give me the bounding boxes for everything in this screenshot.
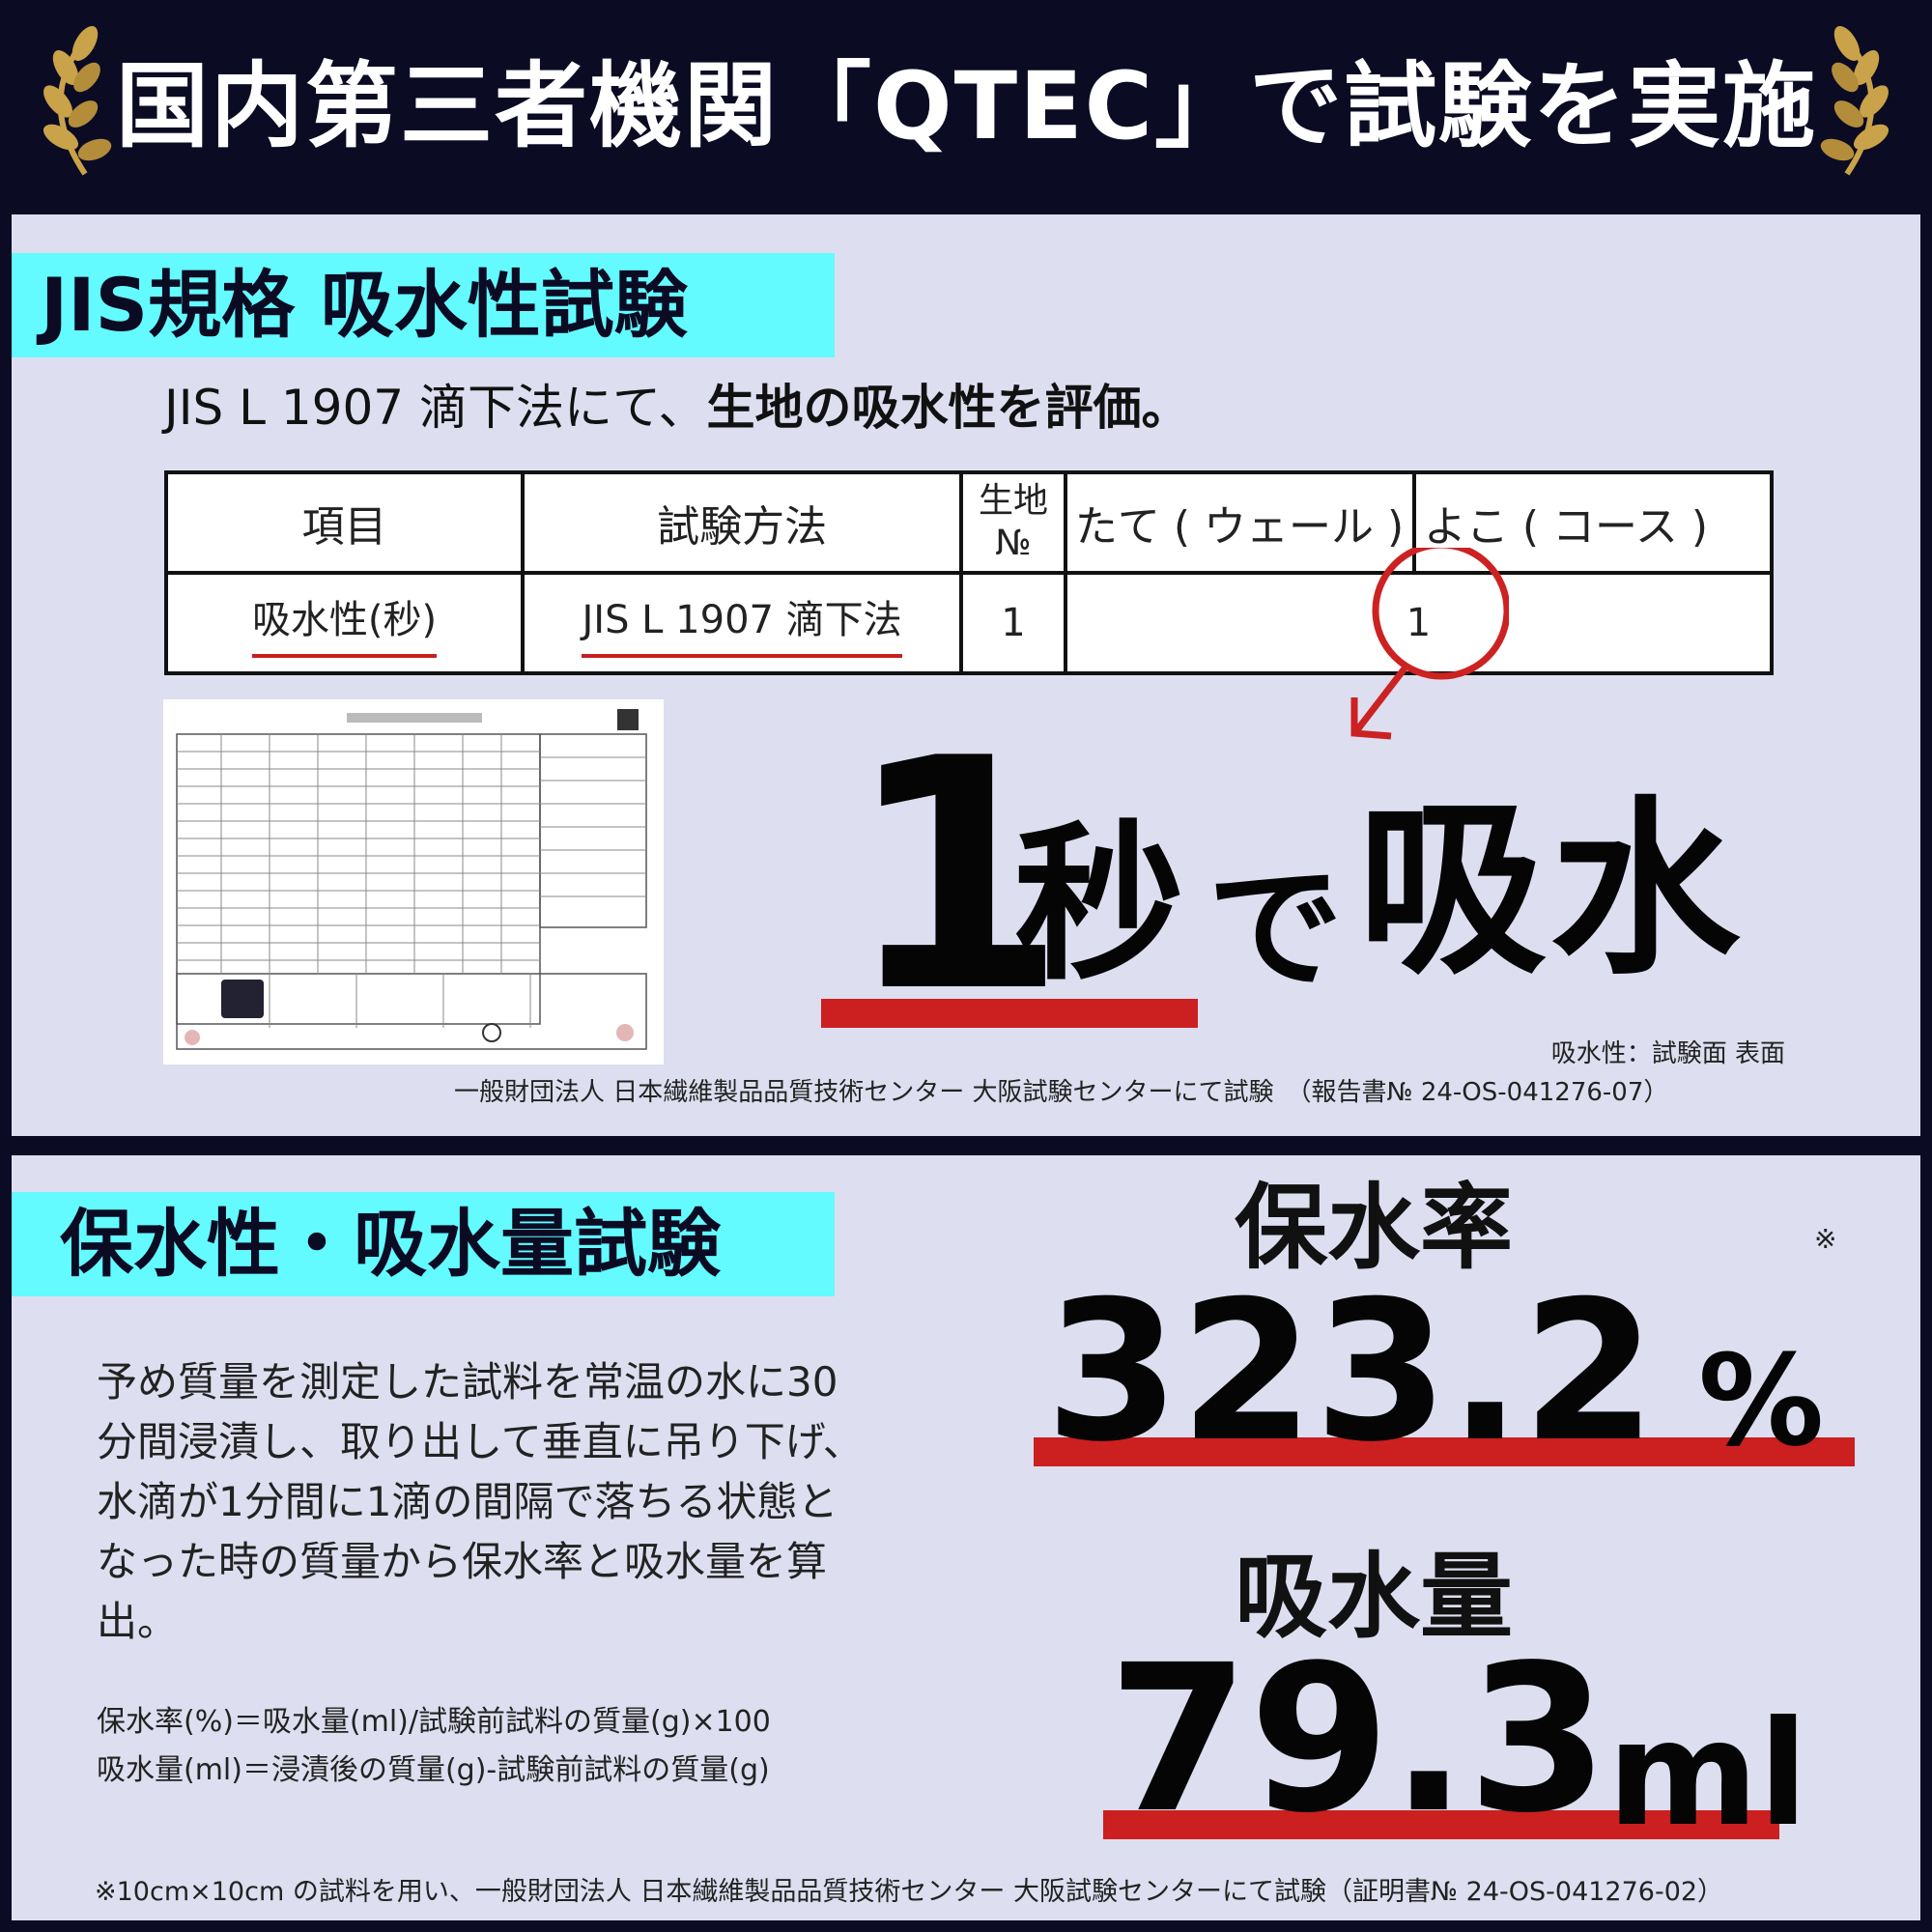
header-banner: 国内第三者機関「QTEC」で試験を実施 — [0, 0, 1932, 214]
result-number: 1 — [845, 691, 1067, 1062]
absorbency-test-panel: JIS規格 吸水性試験 JIS L 1907 滴下法にて、生地の吸水性を評価。 … — [12, 214, 1920, 1136]
absorption-amount-value: 79.3 — [1108, 1621, 1609, 1858]
lead-bold: 生地の吸水性を評価。 — [706, 380, 1190, 436]
table-cell: JIS L 1907 滴下法 — [521, 571, 964, 675]
table-row: 吸水性(秒) JIS L 1907 滴下法 1 1 — [163, 571, 1775, 675]
absorption-amount-unit: ml — [1607, 1690, 1808, 1859]
table-header-row: 項目 試験方法 生地 № たて ( ウェール ) よこ ( コース ) — [163, 470, 1775, 575]
section-tag-jis: JIS規格 吸水性試験 — [12, 253, 835, 357]
test-report-thumbnail — [163, 699, 664, 1065]
red-underline — [821, 999, 1198, 1028]
laurel-icon — [1820, 25, 1889, 176]
test-description: 予め質量を測定した試料を常温の水に30分間浸漬し、取り出して垂直に吊り下げ、水滴… — [97, 1358, 864, 1645]
lead-plain: JIS L 1907 滴下法にて、 — [164, 380, 707, 436]
table-header: よこ ( コース ) — [1411, 470, 1775, 575]
retention-rate-value: 323.2 — [1045, 1260, 1657, 1485]
laurel-icon — [43, 25, 112, 176]
retention-rate-label: 保水率 — [1235, 1174, 1513, 1282]
highlight-circle-arrow-icon — [1350, 548, 1509, 740]
red-underline — [1103, 1810, 1779, 1839]
test-surface-note: 吸水性：試験面 表面 — [1550, 1039, 1785, 1068]
asterisk-mark: ※ — [1814, 1223, 1837, 1255]
test-result-table: 項目 試験方法 生地 № たて ( ウェール ) よこ ( コース ) 吸水性(… — [163, 470, 1775, 675]
footnote: ※10cm×10cm の試料を用い、一般財団法人 日本繊維製品品質技術センター … — [95, 1877, 1724, 1907]
table-header: 項目 — [163, 470, 526, 575]
red-underline — [1034, 1437, 1855, 1466]
water-retention-panel: 保水性・吸水量試験 予め質量を測定した試料を常温の水に30分間浸漬し、取り出して… — [12, 1155, 1920, 1920]
retention-rate-unit: % — [1698, 1327, 1825, 1474]
formula-retention: 保水率(%)＝吸水量(ml)/試験前試料の質量(g)×100 — [97, 1705, 771, 1739]
table-header: 生地 № — [959, 470, 1067, 575]
section-tag-retention: 保水性・吸水量試験 — [12, 1192, 835, 1296]
formula-absorption: 吸水量(ml)＝浸漬後の質量(g)-試験前試料の質量(g) — [97, 1753, 770, 1787]
result-word: 吸水 — [1357, 781, 1745, 1001]
result-unit: 秒 — [1014, 806, 1185, 1004]
table-cell: 1 — [959, 571, 1067, 675]
page-title: 国内第三者機関「QTEC」で試験を実施 — [116, 52, 1818, 160]
table-cell: 吸水性(秒) — [163, 571, 526, 675]
table-header: 試験方法 — [521, 470, 964, 575]
section-lead: JIS L 1907 滴下法にて、生地の吸水性を評価。 — [164, 374, 1190, 441]
formula-block: 保水率(%)＝吸水量(ml)/試験前試料の質量(g)×100 吸水量(ml)＝浸… — [97, 1698, 771, 1795]
test-source-note: 一般財団法人 日本繊維製品品質技術センター 大阪試験センターにて試験 （報告書№… — [454, 1078, 1669, 1107]
absorption-amount-label: 吸水量 — [1235, 1543, 1513, 1651]
absorbency-result: 1 秒 で 吸水 — [821, 717, 1787, 1036]
table-header: たて ( ウェール ) — [1063, 470, 1416, 575]
result-particle: で — [1208, 850, 1344, 1008]
